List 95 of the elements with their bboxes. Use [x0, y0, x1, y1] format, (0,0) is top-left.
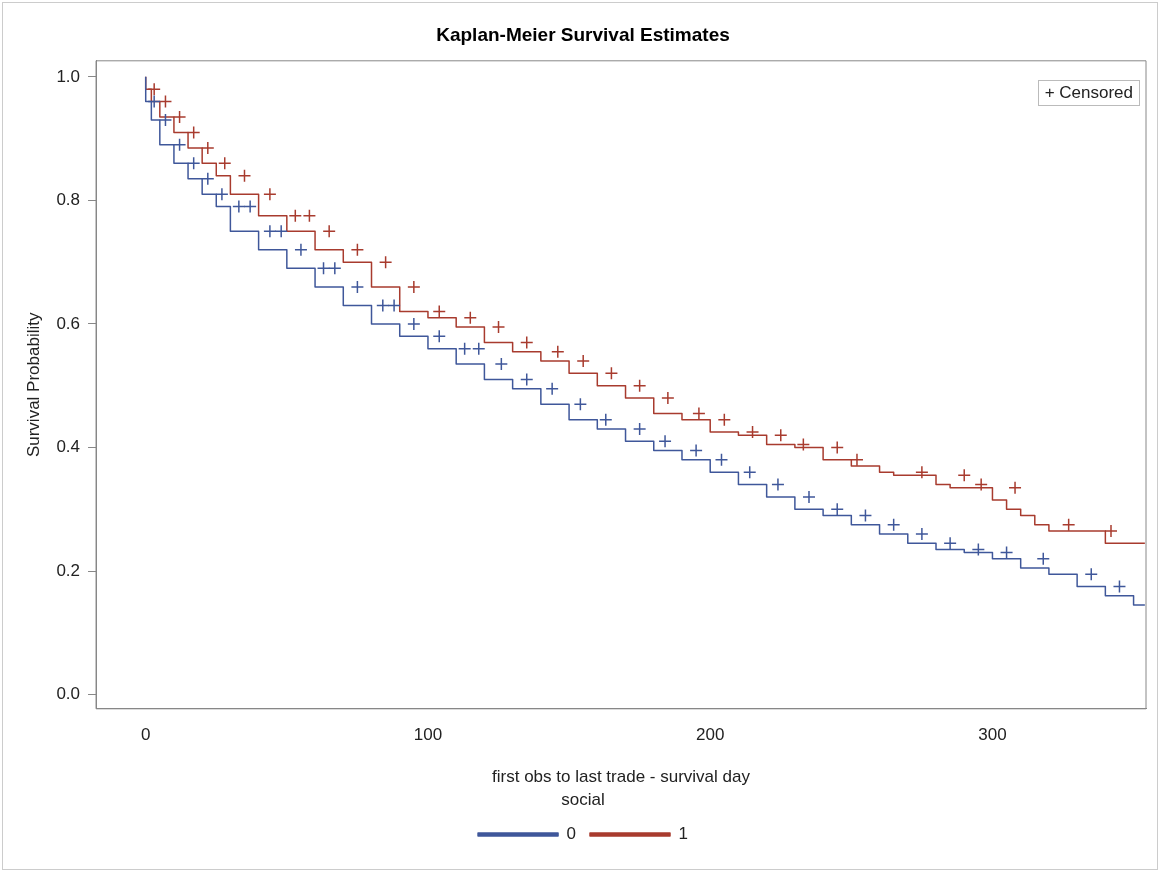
point	[158, 94, 173, 109]
point	[545, 382, 559, 396]
point	[689, 443, 703, 458]
point	[172, 138, 187, 152]
point	[802, 490, 816, 504]
point	[1104, 524, 1118, 538]
point	[604, 366, 619, 381]
point	[714, 453, 729, 467]
point	[172, 110, 187, 124]
y-tick-label: 0.6	[56, 313, 81, 333]
point	[658, 434, 672, 449]
point	[971, 542, 986, 557]
point	[237, 168, 252, 183]
point	[742, 465, 757, 479]
point	[263, 187, 277, 201]
point	[943, 536, 957, 550]
point	[551, 345, 565, 359]
x-tick-label: 200	[696, 724, 725, 744]
point	[576, 354, 590, 368]
point	[858, 508, 873, 523]
point	[886, 517, 901, 532]
point	[350, 280, 365, 294]
point	[472, 341, 486, 356]
point	[215, 187, 229, 201]
point	[957, 468, 971, 483]
point	[288, 209, 303, 223]
y-tick-label: 0.8	[56, 190, 81, 210]
point	[796, 437, 811, 452]
point	[1036, 551, 1051, 566]
x-tick-label: 300	[978, 724, 1007, 744]
point	[201, 141, 215, 155]
point	[915, 527, 929, 541]
point	[692, 406, 706, 421]
point	[457, 341, 472, 356]
x-tick-label: 100	[413, 724, 443, 744]
chart-title: Kaplan-Meier Survival Estimates	[436, 23, 730, 45]
point	[432, 329, 446, 344]
legend-label: 0	[566, 824, 577, 844]
point	[1112, 579, 1127, 594]
point	[463, 311, 478, 325]
point	[494, 357, 509, 371]
point	[999, 545, 1014, 560]
point	[201, 172, 215, 186]
point	[378, 255, 393, 269]
point	[376, 298, 390, 313]
point	[147, 94, 161, 109]
point	[573, 397, 588, 412]
point	[350, 243, 365, 257]
point	[774, 428, 788, 442]
point	[302, 209, 317, 223]
legend-label: 1	[678, 824, 688, 844]
point	[599, 412, 613, 427]
point	[186, 156, 201, 171]
point	[407, 317, 421, 331]
y-tick-label: 1.0	[56, 66, 81, 86]
point	[407, 280, 421, 294]
point	[632, 378, 647, 393]
point	[274, 224, 288, 239]
point	[147, 82, 161, 96]
x-axis-title: first obs to last trade - survival day	[492, 767, 751, 787]
point	[217, 156, 232, 171]
x-tick-label: 0	[140, 724, 151, 744]
point	[387, 298, 401, 313]
point	[745, 425, 760, 439]
y-tick-label: 0.4	[56, 437, 81, 457]
point	[974, 477, 988, 492]
point	[243, 199, 257, 214]
point	[158, 113, 173, 127]
point	[830, 502, 844, 517]
y-tick-label: 0.0	[56, 684, 81, 704]
point	[661, 391, 675, 405]
point	[328, 261, 342, 276]
point	[717, 412, 732, 427]
point	[322, 224, 336, 239]
point	[915, 465, 929, 479]
legend-title: social	[561, 789, 605, 809]
point	[1084, 567, 1098, 581]
point	[232, 199, 246, 214]
point	[263, 224, 277, 239]
point	[1008, 480, 1022, 495]
y-tick-label: 0.2	[56, 560, 81, 580]
point	[491, 320, 506, 334]
point	[1061, 517, 1076, 532]
point	[850, 453, 864, 467]
point	[632, 422, 647, 436]
annotation: + Censored	[1037, 80, 1140, 106]
point	[830, 440, 844, 455]
point	[771, 477, 785, 492]
point	[520, 335, 534, 350]
point	[316, 261, 331, 276]
point	[294, 243, 308, 257]
point	[520, 372, 534, 387]
point	[186, 125, 201, 140]
y-axis-title: Survival Probability	[23, 312, 43, 458]
point	[432, 304, 446, 319]
